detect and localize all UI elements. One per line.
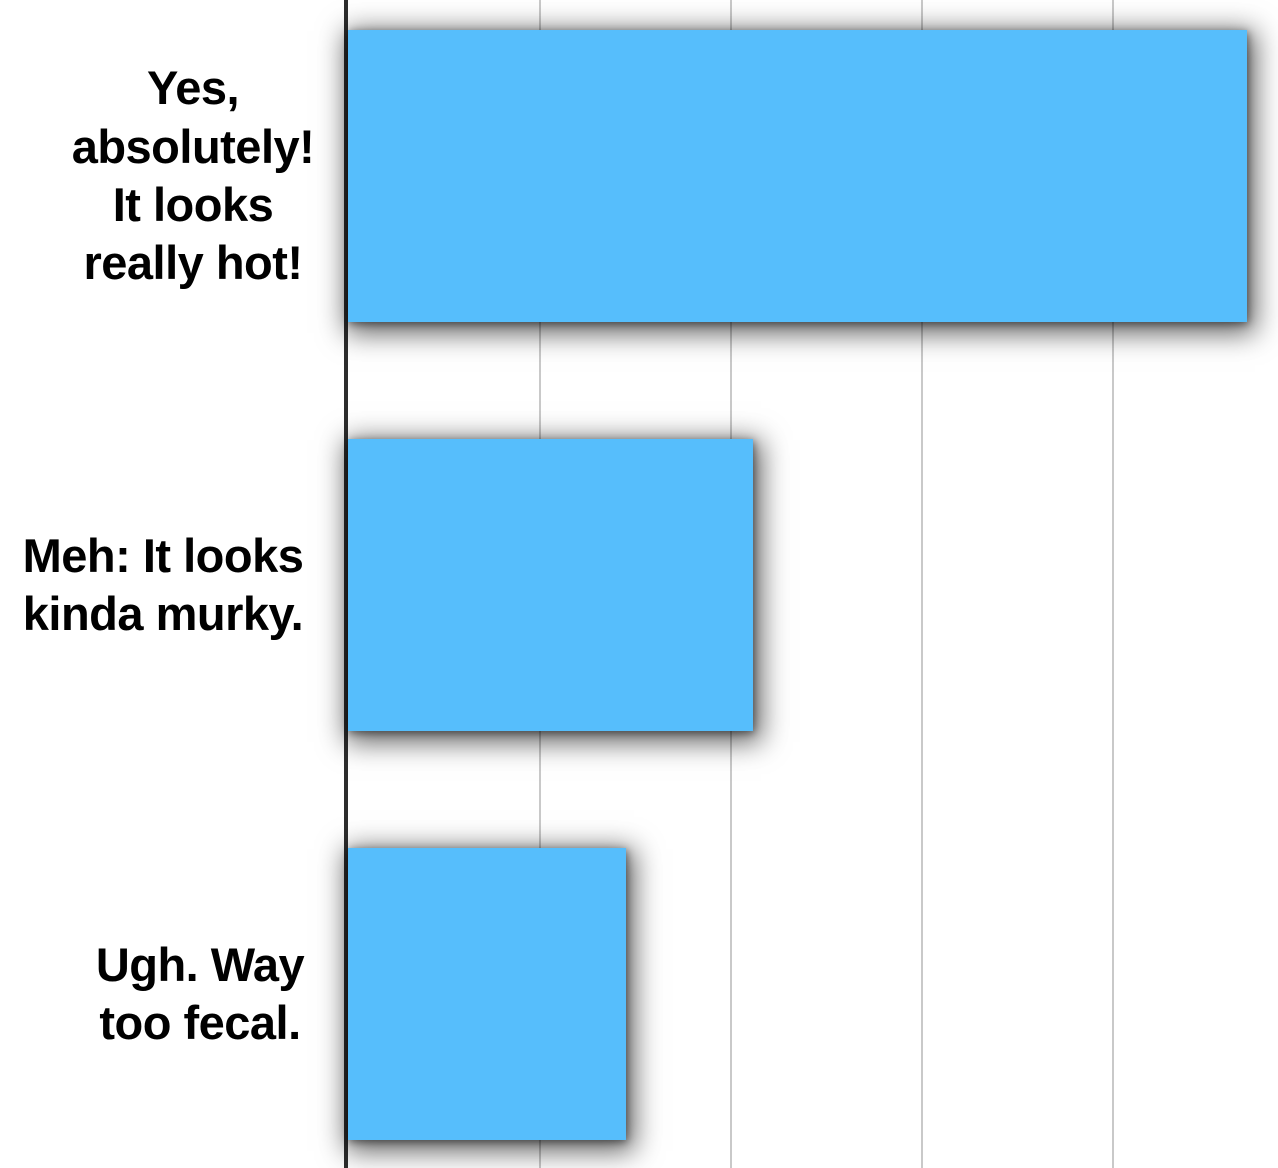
bar bbox=[348, 30, 1247, 322]
bar-row: Ugh. Way too fecal. bbox=[0, 848, 1278, 1140]
gridline bbox=[1112, 0, 1114, 1168]
y-axis-line bbox=[344, 0, 348, 1168]
category-label: Meh: It looks kinda murky. bbox=[22, 528, 304, 640]
bar bbox=[348, 848, 626, 1140]
gridline bbox=[921, 0, 923, 1168]
category-label: Yes, absolutely! It looks really hot! bbox=[71, 61, 315, 290]
bar-row: Yes, absolutely! It looks really hot! bbox=[0, 30, 1278, 322]
category-label: Ugh. Way too fecal. bbox=[95, 937, 305, 1049]
bar-row: Meh: It looks kinda murky. bbox=[0, 439, 1278, 731]
bar bbox=[348, 439, 753, 731]
